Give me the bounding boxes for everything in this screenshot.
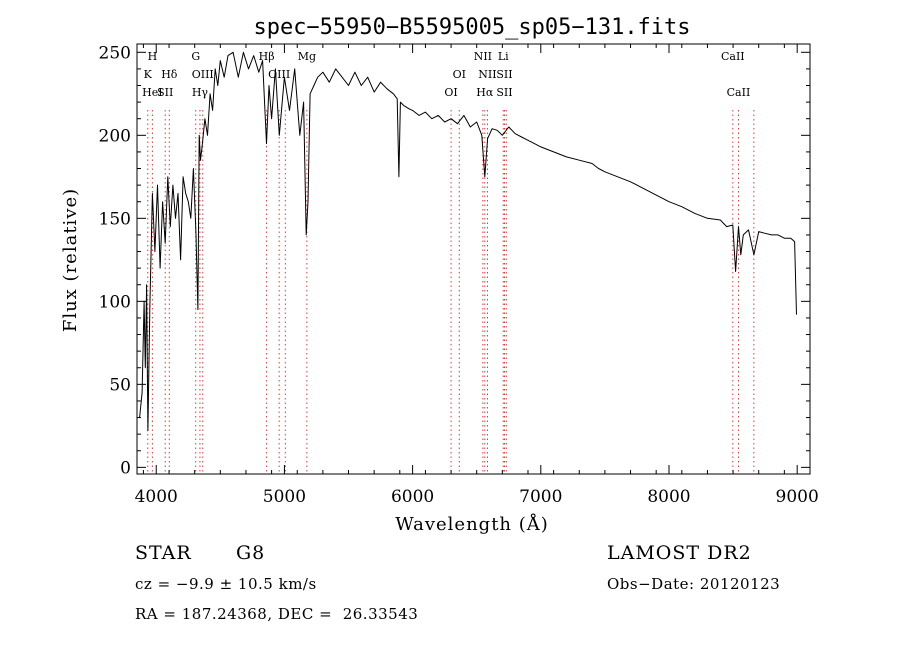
line-label: OIII <box>268 68 290 81</box>
y-tick-label: 250 <box>99 43 131 63</box>
subclass: G8 <box>236 542 266 564</box>
line-label: SII <box>157 86 173 99</box>
chart-title: spec−55950−B5595005_sp05−131.fits <box>253 15 690 40</box>
line-label: Mg <box>298 50 316 63</box>
spectral-line-markers: HK HeI Hδ SII G OIII Hγ Hβ OIII Mg OI OI NII NII Hα Li S… <box>142 50 755 474</box>
x-tick-label: 5000 <box>263 487 306 507</box>
plot-frame <box>136 43 811 475</box>
y-tick-label: 100 <box>99 292 131 312</box>
line-label: NII <box>474 50 492 63</box>
x-tick-label: 4000 <box>135 487 178 507</box>
spectrum-series <box>139 51 797 432</box>
y-tick-label: 50 <box>109 375 131 395</box>
y-tick-label: 150 <box>99 209 131 229</box>
line-label: Hβ <box>259 50 275 63</box>
line-label: Li <box>498 50 509 63</box>
spectrum-line <box>139 51 797 432</box>
x-axis-label: Wavelength (Å) <box>395 513 549 535</box>
x-tick-label: 9000 <box>776 487 819 507</box>
line-label: CaII <box>721 50 745 63</box>
axis-ticks: 4000 5000 6000 7000 8000 9000 0 50 100 150 200 250 <box>99 43 819 507</box>
line-label: OI <box>453 68 466 81</box>
line-label: CaII <box>727 86 751 99</box>
line-label: K <box>144 68 153 81</box>
x-tick-label: 6000 <box>391 487 434 507</box>
line-label: G <box>191 50 200 63</box>
line-label: OI <box>444 86 457 99</box>
line-label: Hδ <box>161 68 178 81</box>
line-label: Hα <box>476 86 494 99</box>
object-class: STAR <box>135 542 192 564</box>
y-axis-label: Flux (relative) <box>60 188 81 332</box>
y-tick-label: 200 <box>99 126 131 146</box>
x-tick-label: 8000 <box>647 487 690 507</box>
redshift-cz: cz = −9.9 ± 10.5 km/s <box>135 575 317 593</box>
line-label: SII <box>496 68 512 81</box>
line-label: OIII <box>192 68 214 81</box>
x-tick-label: 7000 <box>519 487 562 507</box>
line-label: NII <box>478 68 496 81</box>
survey-name: LAMOST DR2 <box>607 542 752 564</box>
line-label: SII <box>496 86 512 99</box>
coordinates: RA = 187.24368, DEC = 26.33543 <box>135 605 419 623</box>
y-tick-label: 0 <box>120 458 131 478</box>
line-label: Hγ <box>192 86 209 99</box>
line-label: H <box>148 50 158 63</box>
line-label: HeI <box>142 86 162 99</box>
obs-date: Obs−Date: 20120123 <box>607 575 781 593</box>
